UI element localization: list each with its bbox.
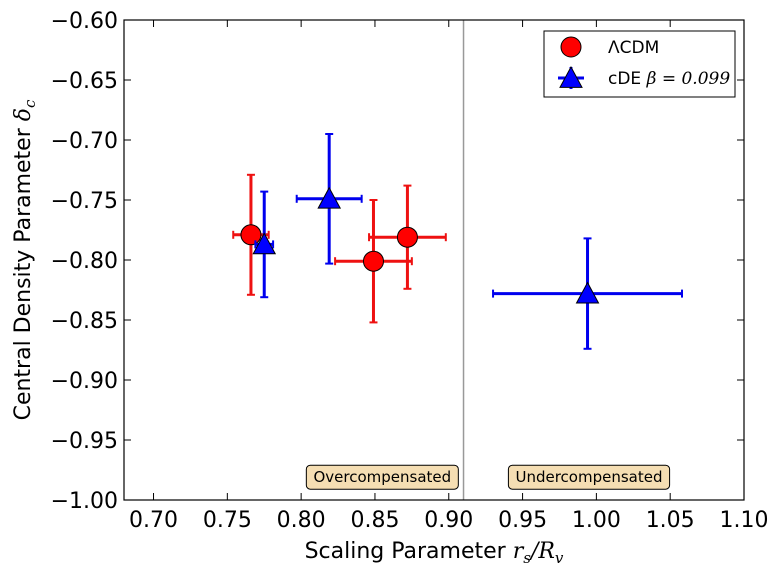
legend-label-cde-name: cDE xyxy=(608,69,647,89)
x-tick-label: 1.00 xyxy=(572,508,621,533)
data-point xyxy=(317,186,342,209)
data-point xyxy=(575,281,600,304)
axes-frame xyxy=(123,19,745,501)
x-tick-label: 1.05 xyxy=(646,508,695,533)
data-point xyxy=(252,232,277,255)
y-tick-label: −0.80 xyxy=(51,249,118,274)
y-axis-title-math-sub: c xyxy=(21,99,39,108)
y-axis-title: Central Density Parameter δc xyxy=(11,99,39,420)
y-tick-label: −0.65 xyxy=(51,69,118,94)
x-tick-label: 0.80 xyxy=(277,508,326,533)
x-axis-title-text: Scaling Parameter xyxy=(305,539,513,564)
legend-label-lcdm: ΛCDM xyxy=(608,38,659,58)
series-lcdm xyxy=(232,173,447,324)
y-tick-label: −0.60 xyxy=(51,9,118,34)
y-axis-title-text: Central Density Parameter xyxy=(11,121,36,420)
annotation-box xyxy=(507,464,671,490)
legend-marker-lcdm xyxy=(560,36,582,58)
series-cde xyxy=(252,133,683,350)
x-axis-title-math-sub: s xyxy=(523,549,531,567)
y-tick-label: −1.00 xyxy=(51,489,118,514)
annotation-box xyxy=(305,464,459,490)
legend-marker-cde xyxy=(559,65,583,88)
x-axis-title-math-sub-2: v xyxy=(555,549,564,567)
annotation-undercompensated: Undercompensated xyxy=(515,468,662,486)
x-axis-title: Scaling Parameter rs/Rv xyxy=(305,539,564,567)
y-tick-label: −0.90 xyxy=(51,369,118,394)
legend-label-cde: cDE β = 0.099 xyxy=(608,69,730,89)
y-tick-label: −0.75 xyxy=(51,189,118,214)
x-tick-label: 0.90 xyxy=(424,508,473,533)
legend-label-cde-math: β = 0.099 xyxy=(646,69,731,89)
x-axis-title-math-2: /R xyxy=(529,539,555,564)
x-tick-label: 0.70 xyxy=(129,508,178,533)
y-tick-label: −0.85 xyxy=(51,309,118,334)
data-point xyxy=(396,226,418,248)
y-tick-label: −0.95 xyxy=(51,429,118,454)
x-axis-title-math: r xyxy=(513,539,525,564)
annotation-overcompensated: Overcompensated xyxy=(313,468,451,486)
x-tick-label: 0.85 xyxy=(350,508,399,533)
y-tick-label: −0.70 xyxy=(51,129,118,154)
data-point xyxy=(362,250,384,272)
plot-area xyxy=(124,20,744,500)
x-tick-label: 1.10 xyxy=(720,508,769,533)
x-tick-label: 0.95 xyxy=(498,508,547,533)
y-axis-title-math: δ xyxy=(11,108,36,121)
legend: ΛCDM cDE β = 0.099 xyxy=(543,30,736,98)
data-point xyxy=(240,224,262,246)
x-tick-label: 0.75 xyxy=(203,508,252,533)
